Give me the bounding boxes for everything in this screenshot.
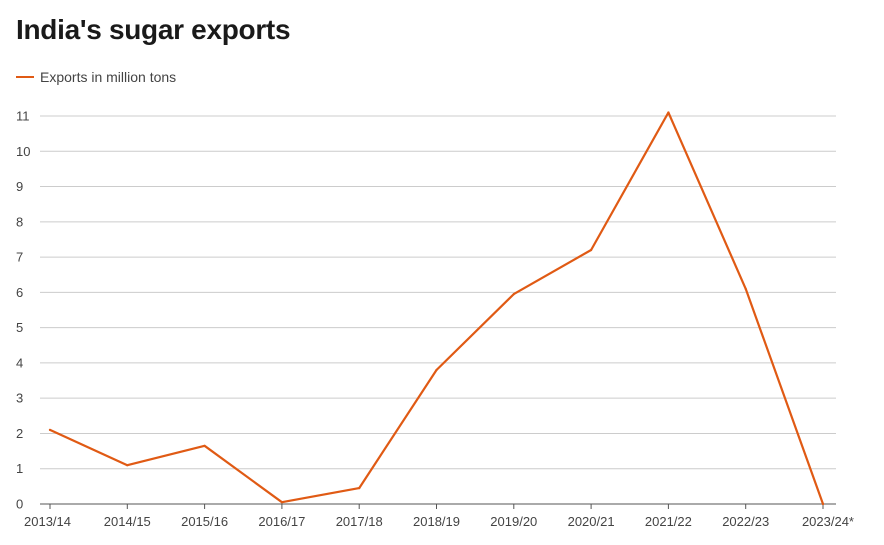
- data-point: [821, 502, 825, 506]
- data-point: [667, 111, 670, 114]
- y-tick-label: 4: [16, 355, 23, 370]
- y-tick-label: 5: [16, 320, 23, 335]
- x-tick-label: 2022/23: [722, 514, 769, 529]
- y-tick-label: 2: [16, 426, 23, 441]
- y-tick-label: 3: [16, 391, 23, 406]
- y-axis-ticks: 0 1 2 3 4 5 6 7 8 9 10 11: [16, 109, 30, 512]
- series-lines: [48, 111, 825, 506]
- legend-label: Exports in million tons: [40, 69, 177, 85]
- legend-swatch: [16, 76, 34, 78]
- data-point: [435, 368, 438, 372]
- x-axis-ticks: 2013/14 2014/15 2015/16 2016/17 2017/18 2018/…: [24, 504, 854, 529]
- y-tick-label: 11: [16, 109, 30, 124]
- y-tick-label: 10: [16, 144, 30, 159]
- x-tick-label: 2019/20: [490, 514, 537, 529]
- data-point: [744, 287, 747, 290]
- y-tick-label: 1: [16, 461, 23, 476]
- x-tick-label: 2014/15: [104, 514, 151, 529]
- legend: Exports in million tons: [16, 69, 176, 85]
- series-line: [48, 111, 825, 506]
- y-tick-label: 9: [16, 179, 23, 194]
- x-tick-label: 2017/18: [336, 514, 383, 529]
- x-tick-label: 2016/17: [258, 514, 305, 529]
- data-point: [203, 444, 206, 447]
- x-tick-label: 2023/24*: [802, 514, 854, 529]
- x-tick-label: 2018/19: [413, 514, 460, 529]
- x-tick-label: 2020/21: [568, 514, 615, 529]
- gridlines: [40, 115, 836, 505]
- y-tick-label: 8: [16, 214, 23, 229]
- data-point: [358, 487, 361, 490]
- x-tick-label: 2013/14: [24, 514, 71, 529]
- data-point: [126, 464, 129, 467]
- chart-title: India's sugar exports: [16, 14, 291, 45]
- data-point: [512, 293, 515, 296]
- x-tick-label: 2021/22: [645, 514, 692, 529]
- data-point: [280, 501, 283, 504]
- data-point: [590, 248, 593, 252]
- x-tick-label: 2015/16: [181, 514, 228, 529]
- y-tick-label: 0: [16, 497, 23, 512]
- y-tick-label: 7: [16, 250, 23, 265]
- y-tick-label: 6: [16, 285, 23, 300]
- data-point: [48, 428, 52, 432]
